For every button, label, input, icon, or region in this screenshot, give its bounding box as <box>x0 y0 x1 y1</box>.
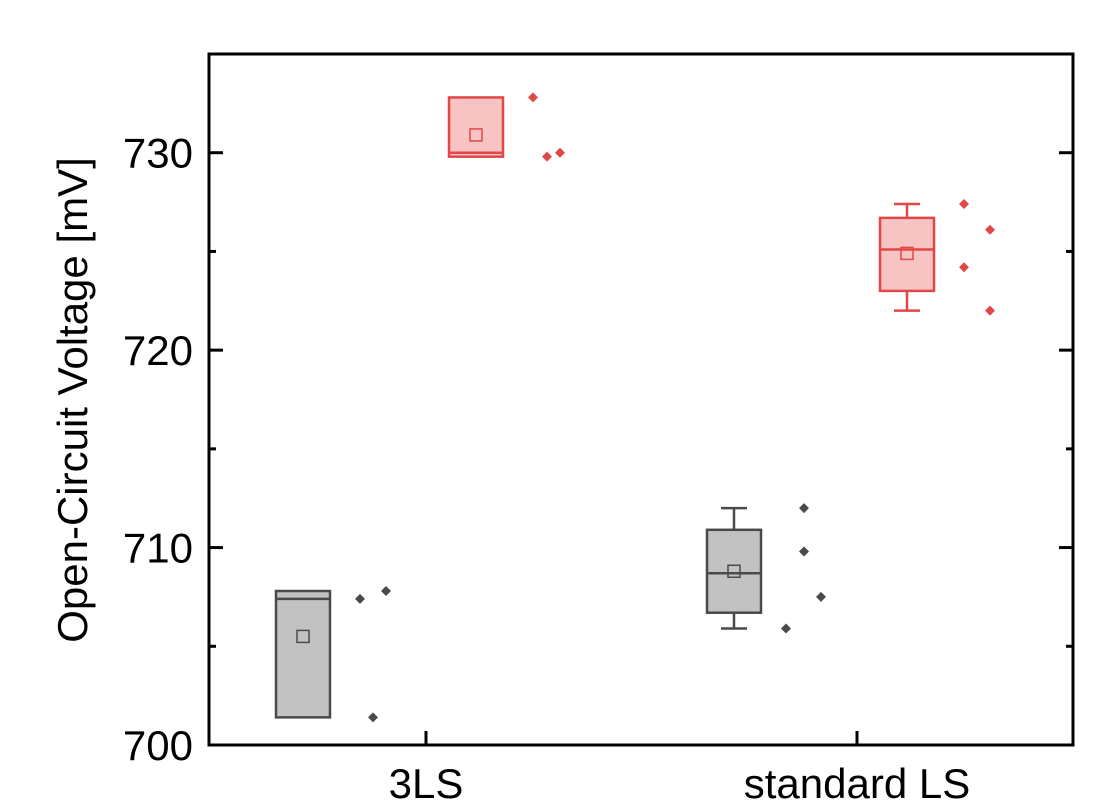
box-group-gray <box>274 586 391 723</box>
box-group-red <box>447 92 565 162</box>
y-tick-labels: 700 710 720 730 <box>123 130 193 769</box>
data-point <box>959 199 969 210</box>
data-point <box>381 586 391 597</box>
x-category-labels: 3LS standard LS <box>389 760 971 807</box>
data-point <box>959 262 969 273</box>
data-point <box>355 593 365 604</box>
y-axis-title: Open-Circuit Voltage [mV] <box>49 157 96 643</box>
data-point <box>528 92 538 103</box>
data-point <box>799 546 809 557</box>
y-tick-label: 700 <box>123 722 193 769</box>
mean-marker <box>296 629 310 644</box>
box-iqr <box>878 216 936 293</box>
axis-ticks <box>209 151 1073 747</box>
data-point <box>985 224 995 235</box>
mean-marker <box>469 128 483 142</box>
box-group-red <box>878 199 995 316</box>
y-tick-label: 720 <box>123 327 193 374</box>
data-point <box>542 151 552 162</box>
box-iqr <box>705 528 763 614</box>
plot-frame <box>207 52 1075 747</box>
data-point <box>781 623 791 634</box>
box-iqr <box>447 96 505 158</box>
data-point <box>985 305 995 316</box>
mean-marker <box>900 246 914 261</box>
mean-marker <box>727 564 741 579</box>
data-point <box>799 503 809 514</box>
y-tick-label: 730 <box>123 130 193 177</box>
y-tick-label: 710 <box>123 525 193 572</box>
box-group-gray <box>705 503 826 634</box>
box-iqr <box>274 589 332 719</box>
data-point <box>368 712 378 723</box>
x-category-label: standard LS <box>744 760 971 807</box>
data-point <box>816 591 826 602</box>
box-marks <box>274 92 995 723</box>
data-point <box>555 147 565 158</box>
x-category-label: 3LS <box>389 760 464 807</box>
